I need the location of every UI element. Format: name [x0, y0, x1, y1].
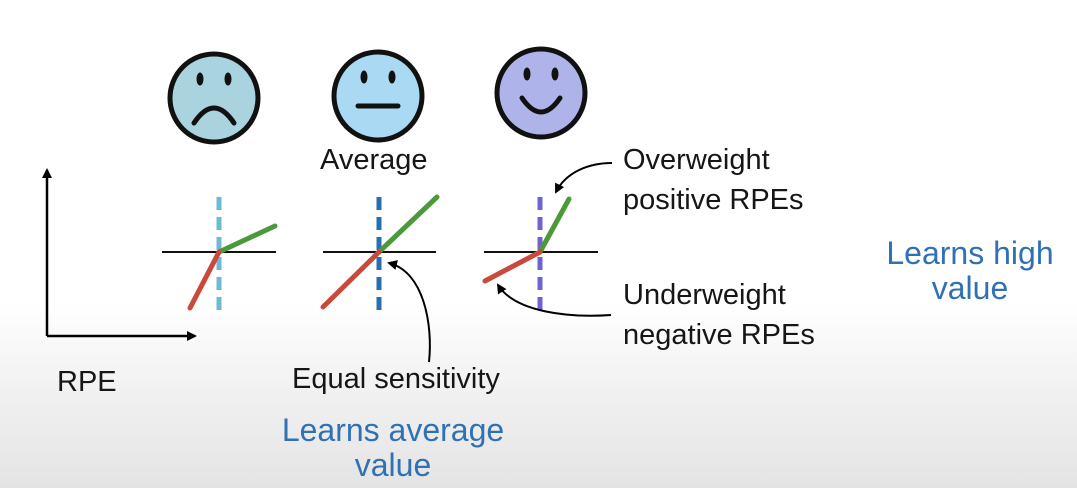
balanced-learning-plot [320, 194, 440, 313]
learns-average-line1: Learns average [281, 412, 505, 448]
axis-label: RPE [57, 366, 117, 398]
overweight-arrow [555, 162, 613, 194]
negative-rpe-line [320, 249, 382, 310]
positive-rpe-line [376, 194, 440, 255]
positive-rpe-line [537, 196, 572, 255]
equal-sensitivity-label: Equal sensitivity [292, 363, 500, 395]
overweight-label-line2: positive RPEs [623, 184, 804, 216]
negative-rpe-line [187, 249, 222, 311]
learns-high-line2: value [931, 269, 1009, 306]
equal-sensitivity-arrow [387, 260, 431, 363]
neutral-face-icon [331, 49, 425, 143]
sad-face-icon [167, 51, 261, 145]
pessimistic-learning-plot [162, 197, 278, 313]
underweight-arrow [496, 283, 612, 317]
learns-average-line2: value [354, 446, 432, 483]
positive-rpe-line [216, 223, 278, 255]
axes [42, 168, 197, 341]
learns-average-value-text: Learns average value [258, 413, 528, 482]
neutral-face-label: Average [320, 144, 428, 176]
optimistic-learning-plot [482, 196, 598, 313]
negative-rpe-line [482, 249, 543, 284]
underweight-label-line1: Underweight [623, 279, 786, 311]
learns-high-line1: Learns high [886, 235, 1054, 271]
happy-face-icon [494, 46, 588, 140]
learns-high-value-text: Learns high value [865, 236, 1075, 305]
underweight-label-line2: negative RPEs [623, 319, 815, 351]
overweight-label-line1: Overweight [623, 144, 770, 176]
